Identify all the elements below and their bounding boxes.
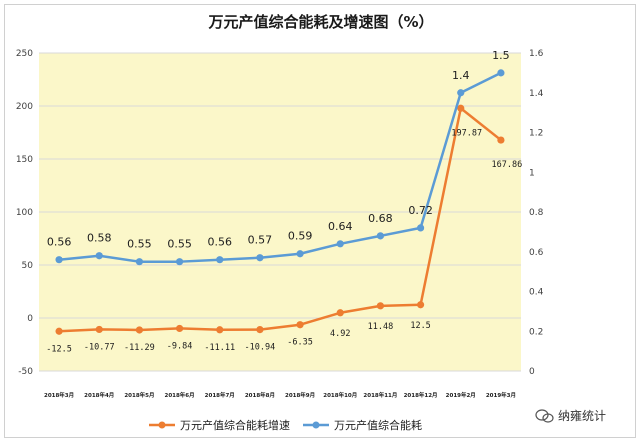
growth-data-label: 4.92 <box>330 329 350 339</box>
right-tick-label: 0.8 <box>529 208 544 218</box>
consumption-series-line <box>58 71 502 263</box>
growth-data-label: 197.87 <box>451 128 482 138</box>
left-tick-label: 150 <box>16 155 33 165</box>
x-tick-label: 2019年2月 <box>446 391 476 399</box>
consumption-point <box>296 250 304 258</box>
growth-point <box>256 325 264 334</box>
consumption-point <box>336 240 344 248</box>
consumption-point <box>175 258 184 266</box>
series-layer <box>55 69 505 335</box>
consumption-point <box>376 232 385 240</box>
legend-marker-consumption <box>312 421 320 429</box>
left-y-axis: -50 0 50 100 150 200 250 <box>16 49 33 377</box>
growth-data-label: -6.35 <box>287 338 313 348</box>
x-tick-label: 2018年9月 <box>285 391 315 399</box>
consumption-data-label: 0.59 <box>288 230 313 243</box>
right-tick-label: 0 <box>529 367 535 377</box>
growth-data-label: 11.48 <box>368 322 394 332</box>
x-tick-label: 2018年10月 <box>323 391 357 399</box>
consumption-data-label: 1.5 <box>492 49 510 62</box>
growth-point <box>336 309 344 317</box>
watermark-text: 纳雍统计 <box>558 408 606 423</box>
left-tick-label: -50 <box>18 367 33 377</box>
growth-point <box>55 327 63 335</box>
growth-point <box>376 302 385 310</box>
growth-point <box>296 321 304 329</box>
consumption-data-label: 0.68 <box>368 212 393 225</box>
x-tick-label: 2018年8月 <box>245 391 275 399</box>
consumption-data-label: 0.56 <box>208 236 233 249</box>
consumption-point <box>135 258 144 266</box>
chart-title: 万元产值综合能耗及增速图（%） <box>207 13 433 31</box>
legend-label-consumption: 万元产值综合能耗 <box>334 418 422 432</box>
left-tick-label: 100 <box>16 208 33 218</box>
growth-data-label: 167.86 <box>492 160 523 170</box>
consumption-data-label: 0.72 <box>408 204 433 217</box>
right-tick-label: 0.4 <box>529 288 544 298</box>
growth-data-label: -11.11 <box>204 343 235 353</box>
growth-point <box>457 104 465 112</box>
x-tick-label: 2018年6月 <box>165 391 195 399</box>
right-tick-label: 1.4 <box>529 89 544 99</box>
consumption-data-label: 0.58 <box>87 232 112 245</box>
growth-data-label: -9.84 <box>167 341 193 351</box>
grid-lines <box>39 52 521 372</box>
consumption-data-label: 0.57 <box>248 234 273 247</box>
growth-data-label: -10.77 <box>84 342 115 352</box>
growth-data-label: -11.29 <box>124 343 155 353</box>
growth-point <box>497 136 505 144</box>
x-tick-label: 2018年12月 <box>404 391 438 399</box>
consumption-point <box>256 254 264 262</box>
left-tick-label: 50 <box>22 261 34 271</box>
consumption-point <box>55 256 63 264</box>
growth-data-label: 12.5 <box>410 321 430 331</box>
legend-marker-growth <box>158 421 166 429</box>
x-tick-label: 2018年7月 <box>205 391 235 399</box>
growth-point <box>95 325 103 334</box>
consumption-point <box>497 69 505 77</box>
right-tick-label: 1.2 <box>529 129 543 139</box>
x-tick-label: 2018年3月 <box>44 391 74 399</box>
consumption-data-label: 0.56 <box>47 236 72 249</box>
x-tick-label: 2018年4月 <box>84 391 114 399</box>
growth-data-label: -10.94 <box>245 343 276 353</box>
right-tick-label: 1.6 <box>529 49 544 59</box>
left-tick-label: 0 <box>27 314 33 324</box>
growth-point <box>135 326 144 334</box>
consumption-point <box>95 252 103 260</box>
growth-point <box>416 301 425 309</box>
watermark: 纳雍统计 <box>535 408 606 423</box>
right-y-axis: 0 0.2 0.4 0.6 0.8 1 1.2 1.4 1.6 <box>529 49 544 377</box>
right-tick-label: 1 <box>529 168 535 178</box>
x-axis: 2018年3月 2018年4月 2018年5月 2018年6月 2018年7月 2018年… <box>44 391 516 399</box>
wechat-icon <box>535 409 554 423</box>
consumption-data-label: 0.64 <box>328 220 353 233</box>
x-tick-label: 2018年11月 <box>363 391 397 399</box>
consumption-point <box>416 224 425 232</box>
x-tick-label: 2018年5月 <box>124 391 154 399</box>
consumption-point <box>457 89 465 97</box>
growth-point <box>216 326 224 334</box>
consumption-data-label: 0.55 <box>127 238 152 251</box>
left-tick-label: 250 <box>16 49 33 59</box>
consumption-data-label: 1.4 <box>452 69 470 82</box>
growth-series-line <box>59 107 502 333</box>
consumption-point <box>216 256 224 264</box>
data-labels: -12.5 -10.77 -11.29 -9.84 -11.11 -10.94 -6.35 4… <box>46 49 522 354</box>
x-tick-label: 2019年3月 <box>486 391 516 399</box>
chart-container: 万元产值综合能耗及增速图（%） -50 0 50 100 150 200 250 0 0.2 0… <box>4 4 636 438</box>
right-tick-label: 0.6 <box>529 248 544 258</box>
growth-data-label: -12.5 <box>46 344 72 354</box>
legend: 万元产值综合能耗增速 万元产值综合能耗 <box>149 418 422 432</box>
legend-label-growth: 万元产值综合能耗增速 <box>180 418 290 432</box>
growth-point <box>175 324 184 333</box>
right-tick-label: 0.2 <box>529 327 543 337</box>
left-tick-label: 200 <box>16 102 33 112</box>
consumption-data-label: 0.55 <box>167 238 192 251</box>
